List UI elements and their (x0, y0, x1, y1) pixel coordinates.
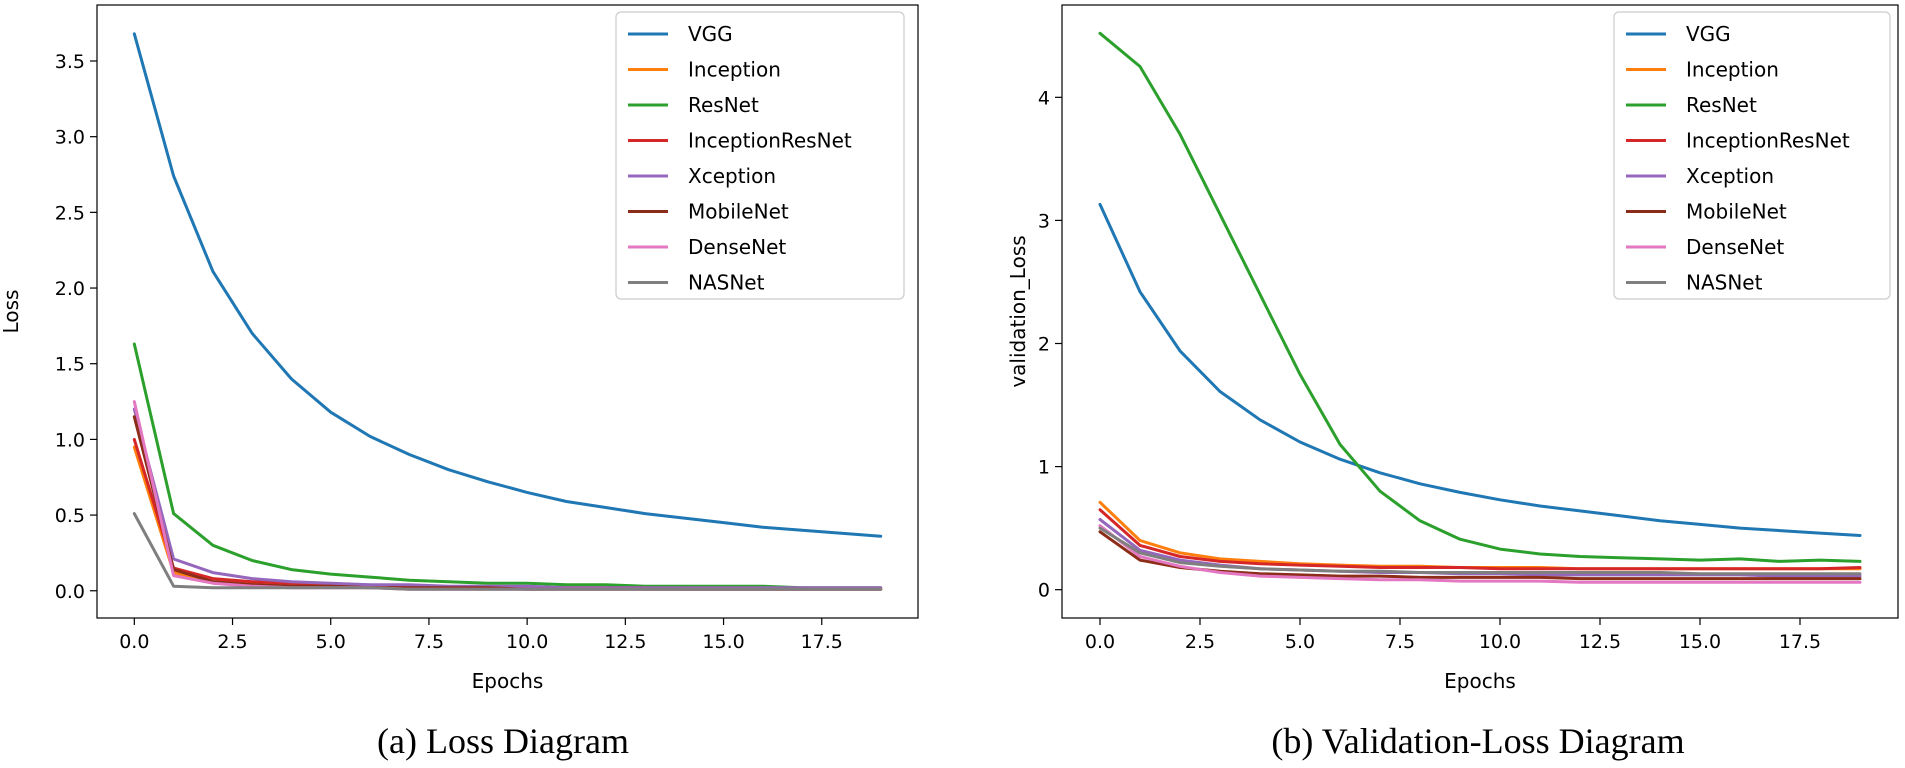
legend-item-densenet: DenseNet (628, 235, 786, 259)
legend: VGGInceptionResNetInceptionResNetXceptio… (1613, 11, 1891, 300)
legend-label: VGG (1686, 22, 1731, 46)
series-line-xception (132, 407, 883, 590)
loss-chart-panel: 0.0 2.5 5.0 7.5 10.0 12.5 15.0 17.5 0.0 0.5 1.0 1.5… (0, 4, 919, 761)
y-axis-label: Loss (0, 290, 23, 334)
legend-box (615, 11, 905, 300)
x-tick-label: 12.5 (604, 631, 646, 653)
legend-item-resnet: ResNet (1626, 93, 1757, 117)
series-line-inceptionresnet (1098, 508, 1862, 571)
series-line-vgg (132, 32, 883, 538)
plot-frame (1061, 4, 1899, 619)
x-tick-label: 7.5 (414, 631, 444, 653)
y-tick-label: 2.5 (55, 202, 85, 224)
legend-item-nasnet: NASNet (1626, 271, 1763, 295)
legend-item-vgg: VGG (628, 22, 733, 46)
legend-item-inception: Inception (1626, 58, 1779, 82)
legend-label: VGG (688, 22, 733, 46)
x-tick-label: 5.0 (316, 631, 346, 653)
series-line-resnet (1098, 31, 1862, 563)
legend-label: DenseNet (688, 235, 786, 259)
legend: VGGInceptionResNetInceptionResNetXceptio… (615, 11, 905, 300)
legend-item-inceptionresnet: InceptionResNet (1626, 129, 1850, 153)
plot-frame (96, 4, 919, 619)
x-tick-label: 0.0 (119, 631, 149, 653)
series-line-nasnet (132, 512, 883, 591)
series-line-resnet (132, 342, 883, 590)
x-axis-label: Epochs (472, 669, 544, 693)
legend-label: MobileNet (1686, 200, 1787, 224)
legend-label: ResNet (688, 93, 759, 117)
legend-label: InceptionResNet (688, 129, 852, 153)
x-tick-label: 10.0 (506, 631, 548, 653)
series-line-inception (132, 445, 883, 591)
x-tick-label: 10.0 (1479, 631, 1521, 653)
y-tick-label: 3.0 (55, 127, 85, 149)
legend-item-inception: Inception (628, 58, 781, 82)
y-tick-label: 0.5 (55, 505, 85, 527)
x-tick-label: 5.0 (1285, 631, 1315, 653)
legend-label: Xception (1686, 164, 1774, 188)
legend-item-mobilenet: MobileNet (1626, 200, 1787, 224)
y-tick-label: 0 (1038, 580, 1050, 602)
figure-caption: (a) Loss Diagram (377, 721, 629, 761)
legend-label: Inception (1686, 58, 1779, 82)
x-axis-label: Epochs (1444, 669, 1516, 693)
series-line-mobilenet (132, 415, 883, 591)
validation-loss-chart-panel: 0.0 2.5 5.0 7.5 10.0 12.5 15.0 17.5 0 1 2 3 4 Epochs v… (1006, 4, 1899, 761)
series-line-vgg (1098, 202, 1862, 537)
figure-caption: (b) Validation-Loss Diagram (1271, 721, 1684, 761)
y-tick-label: 3.5 (55, 51, 85, 73)
legend-label: MobileNet (688, 200, 789, 224)
legend-label: NASNet (1686, 271, 1763, 295)
y-tick-label: 2.0 (55, 278, 85, 300)
x-tick-label: 17.5 (1779, 631, 1821, 653)
series-line-densenet (1098, 524, 1862, 584)
y-tick-label: 2 (1038, 334, 1050, 356)
legend-item-xception: Xception (1626, 164, 1774, 188)
x-tick-label: 7.5 (1385, 631, 1415, 653)
legend-label: Inception (688, 58, 781, 82)
legend-item-inceptionresnet: InceptionResNet (628, 129, 852, 153)
legend-label: Xception (688, 164, 776, 188)
x-tick-label: 0.0 (1085, 631, 1115, 653)
legend-box (1613, 11, 1891, 300)
x-tick-label: 15.0 (702, 631, 744, 653)
y-axis-label: validation_Loss (1006, 235, 1030, 387)
legend-item-vgg: VGG (1626, 22, 1731, 46)
y-tick-label: 1 (1038, 457, 1050, 479)
legend-label: InceptionResNet (1686, 129, 1850, 153)
y-tick-label: 1.5 (55, 354, 85, 376)
series-line-nasnet (1098, 526, 1862, 576)
x-tick-label: 17.5 (801, 631, 843, 653)
x-tick-label: 2.5 (217, 631, 247, 653)
y-tick-label: 4 (1038, 87, 1050, 109)
x-tick-label: 12.5 (1579, 631, 1621, 653)
legend-item-nasnet: NASNet (628, 271, 765, 295)
y-tick-label: 3 (1038, 210, 1050, 232)
y-tick-label: 1.0 (55, 429, 85, 451)
legend-item-densenet: DenseNet (1626, 235, 1784, 259)
x-tick-label: 2.5 (1185, 631, 1215, 653)
legend-label: DenseNet (1686, 235, 1784, 259)
legend-item-mobilenet: MobileNet (628, 200, 789, 224)
series-line-densenet (132, 400, 883, 591)
legend-label: ResNet (1686, 93, 1757, 117)
x-tick-label: 15.0 (1679, 631, 1721, 653)
legend-item-resnet: ResNet (628, 93, 759, 117)
y-tick-label: 0.0 (55, 581, 85, 603)
legend-label: NASNet (688, 271, 765, 295)
series-line-inceptionresnet (132, 437, 883, 591)
legend-item-xception: Xception (628, 164, 776, 188)
